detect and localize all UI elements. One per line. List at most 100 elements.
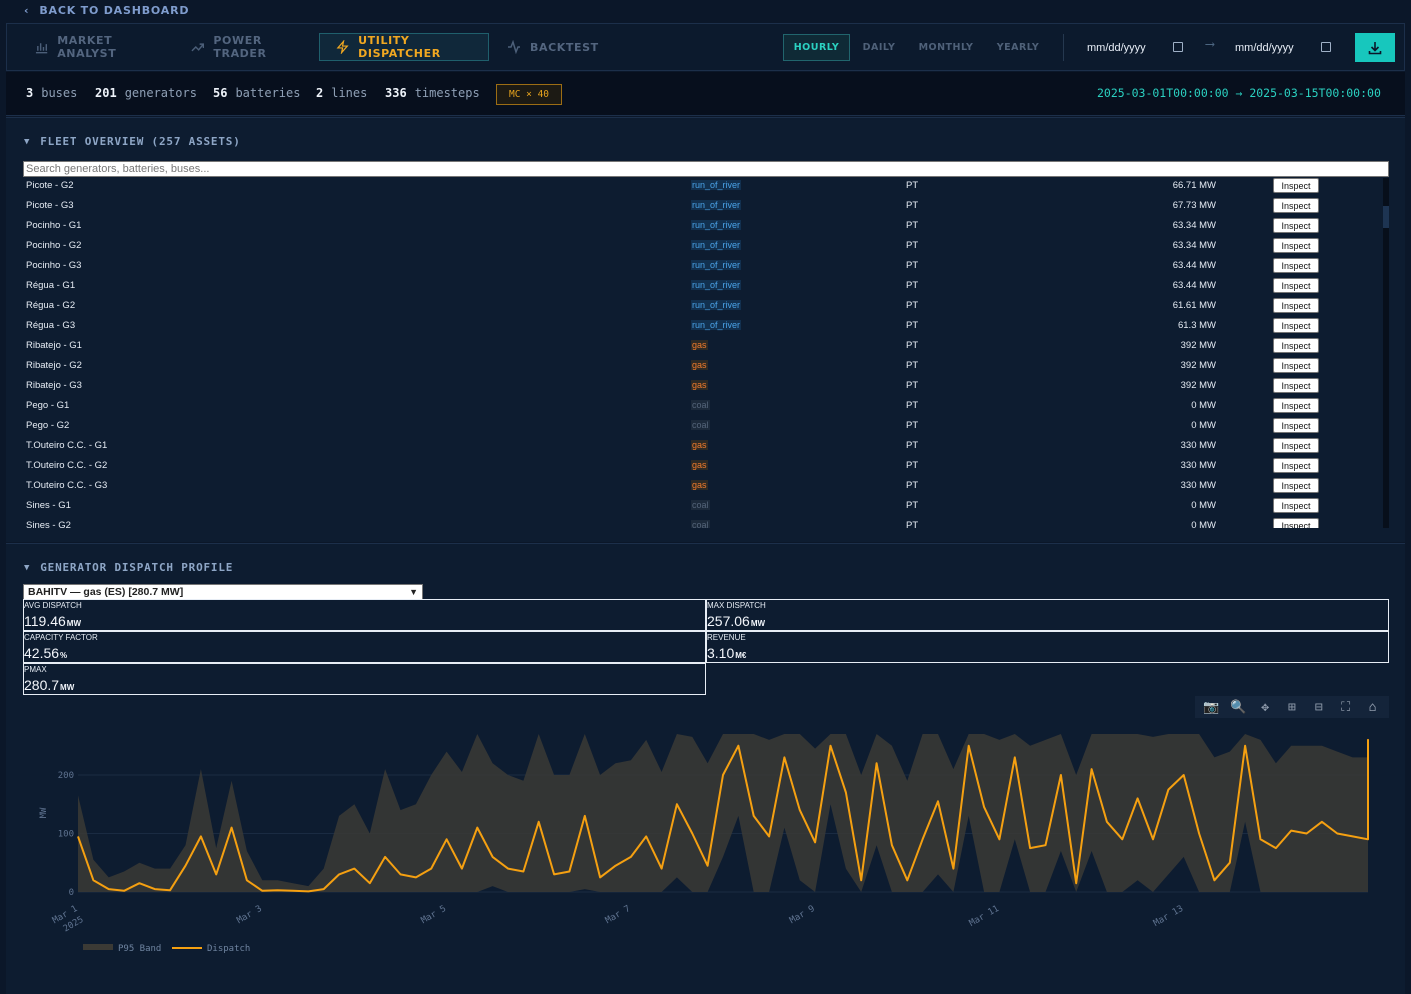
collapse-triangle-icon: ▼ (24, 562, 31, 573)
calendar-icon[interactable] (1321, 42, 1331, 52)
granularity-hourly[interactable]: HOURLY (783, 34, 850, 61)
asset-name: Ribatejo - G2 (26, 360, 82, 371)
inspect-button[interactable]: Inspect (1273, 198, 1319, 213)
x-tick-label: Mar 13 (1152, 904, 1185, 929)
inspect-button[interactable]: Inspect (1273, 298, 1319, 313)
zoom-out-icon[interactable]: ⊟ (1314, 699, 1323, 715)
calendar-icon[interactable] (1173, 42, 1183, 52)
activity-icon (508, 40, 520, 54)
inspect-button[interactable]: Inspect (1273, 238, 1319, 253)
inspect-button[interactable]: Inspect (1273, 398, 1319, 413)
autoscale-icon[interactable]: ⛶ (1341, 699, 1351, 715)
asset-name: Sines - G1 (26, 500, 71, 511)
asset-country: PT (906, 180, 919, 191)
asset-country: PT (906, 200, 919, 211)
asset-name: Pego - G2 (26, 420, 70, 431)
dispatch-profile-panel: ▼ GENERATOR DISPATCH PROFILE BAHITV — ga… (6, 543, 1405, 994)
back-to-dashboard-link[interactable]: ‹ BACK TO DASHBOARD (24, 2, 189, 18)
table-row: T.Outeiro C.C. - G3 gas PT 330 MW Inspect (23, 478, 1382, 498)
metric-label: PMAX (24, 665, 47, 674)
reset-home-icon[interactable]: ⌂ (1368, 699, 1377, 715)
fleet-search-input[interactable] (23, 161, 1389, 177)
inspect-button[interactable]: Inspect (1273, 518, 1319, 528)
asset-country: PT (906, 520, 919, 528)
tab-label: UTILITY DISPATCHER (358, 34, 441, 60)
granularity-monthly[interactable]: MONTHLY (918, 42, 974, 53)
inspect-button[interactable]: Inspect (1273, 418, 1319, 433)
table-row: Ribatejo - G1 gas PT 392 MW Inspect (23, 338, 1382, 358)
asset-country: PT (906, 480, 919, 491)
inspect-button[interactable]: Inspect (1273, 218, 1319, 233)
asset-country: PT (906, 220, 919, 231)
download-icon (1368, 41, 1382, 54)
inspect-button[interactable]: Inspect (1273, 258, 1319, 273)
download-button[interactable] (1355, 33, 1395, 62)
dispatch-profile-toggle[interactable]: ▼ GENERATOR DISPATCH PROFILE (24, 561, 233, 574)
table-row: Sines - G1 coal PT 0 MW Inspect (23, 498, 1382, 518)
inspect-button[interactable]: Inspect (1273, 438, 1319, 453)
asset-type-badge: coal (691, 420, 710, 430)
table-row: Sines - G2 coal PT 0 MW Inspect (23, 518, 1382, 528)
stat-buses: 3 buses (26, 86, 78, 100)
metric-label: CAPACITY FACTOR (24, 633, 98, 642)
scrollbar-thumb[interactable] (1383, 206, 1389, 228)
stat-timesteps: 336 timesteps (385, 86, 480, 100)
lightning-icon (336, 40, 349, 54)
fleet-scrollbar[interactable] (1383, 178, 1389, 528)
collapse-triangle-icon: ▼ (24, 136, 31, 147)
date-range-readout: 2025-03-01T00:00:00 → 2025-03-15T00:00:0… (1097, 86, 1381, 100)
asset-type-badge: run_of_river (691, 200, 742, 210)
asset-type-badge: coal (691, 520, 710, 528)
asset-capacity: 61.3 MW (1177, 320, 1216, 331)
asset-capacity: 330 MW (1180, 440, 1216, 451)
asset-capacity: 63.44 MW (1172, 280, 1216, 291)
fleet-overview-toggle[interactable]: ▼ FLEET OVERVIEW (257 ASSETS) (24, 135, 241, 148)
camera-icon[interactable]: 📷 (1203, 699, 1220, 715)
table-row: Ribatejo - G3 gas PT 392 MW Inspect (23, 378, 1382, 398)
tab-market-analyst[interactable]: MARKET ANALYST (19, 33, 169, 61)
generator-select[interactable]: BAHITV — gas (ES) [280.7 MW] ▼ (23, 584, 423, 600)
date-from-placeholder: mm/dd/yyyy (1087, 42, 1146, 54)
inspect-button[interactable]: Inspect (1273, 278, 1319, 293)
granularity-yearly[interactable]: YEARLY (996, 42, 1040, 53)
fleet-overview-panel: ▼ FLEET OVERVIEW (257 ASSETS) Picote - G… (6, 117, 1405, 542)
zoom-in-icon[interactable]: ⊞ (1288, 699, 1296, 715)
inspect-button[interactable]: Inspect (1273, 378, 1319, 393)
tab-power-trader[interactable]: POWER TRADER (175, 33, 315, 61)
summary-stats-bar: 3 buses 201 generators 56 batteries 2 lines … (6, 72, 1405, 116)
metric-value: 280.7MW (24, 677, 75, 693)
inspect-button[interactable]: Inspect (1273, 178, 1319, 193)
asset-country: PT (906, 340, 919, 351)
date-to-placeholder: mm/dd/yyyy (1235, 42, 1294, 54)
granularity-daily[interactable]: DAILY (862, 42, 896, 53)
pan-icon[interactable]: ✥ (1261, 699, 1270, 715)
asset-name: T.Outeiro C.C. - G1 (26, 440, 108, 451)
metric-value: 3.10M€ (707, 645, 747, 661)
inspect-button[interactable]: Inspect (1273, 358, 1319, 373)
date-from-input[interactable]: mm/dd/yyyy (1087, 36, 1187, 60)
zoom-icon[interactable]: 🔍 (1230, 699, 1247, 715)
inspect-button[interactable]: Inspect (1273, 458, 1319, 473)
asset-type-badge: gas (691, 480, 708, 490)
table-row: Pocinho - G1 run_of_river PT 63.34 MW Inspec… (23, 218, 1382, 238)
inspect-button[interactable]: Inspect (1273, 498, 1319, 513)
asset-type-badge: gas (691, 340, 708, 350)
table-row: Pego - G2 coal PT 0 MW Inspect (23, 418, 1382, 438)
tab-utility-dispatcher[interactable]: UTILITY DISPATCHER (319, 33, 489, 61)
tab-backtest[interactable]: BACKTEST (491, 33, 611, 61)
asset-type-badge: run_of_river (691, 300, 742, 310)
asset-type-badge: coal (691, 500, 710, 510)
asset-country: PT (906, 420, 919, 431)
date-to-input[interactable]: mm/dd/yyyy (1235, 36, 1335, 60)
inspect-button[interactable]: Inspect (1273, 338, 1319, 353)
asset-type-badge: run_of_river (691, 260, 742, 270)
asset-type-badge: gas (691, 380, 708, 390)
inspect-button[interactable]: Inspect (1273, 318, 1319, 333)
metric-capacity-factor: CAPACITY FACTOR 42.56% (23, 631, 706, 663)
inspect-button[interactable]: Inspect (1273, 478, 1319, 493)
x-tick-label: Mar 9 (788, 904, 816, 926)
metric-value: 119.46MW (24, 613, 81, 629)
table-row: Picote - G2 run_of_river PT 66.71 MW Inspect (23, 178, 1382, 198)
